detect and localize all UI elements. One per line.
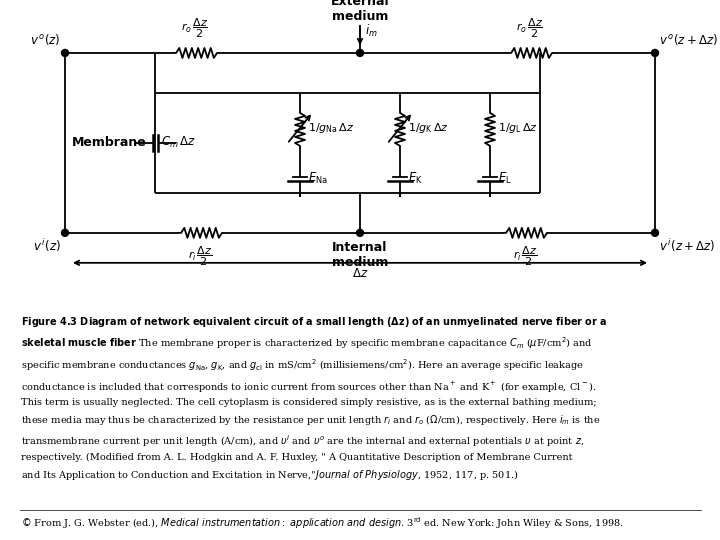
Text: $1/g_{\rm K}\,\Delta z$: $1/g_{\rm K}\,\Delta z$: [408, 121, 449, 135]
Circle shape: [356, 230, 364, 237]
Text: $i_m$: $i_m$: [365, 23, 378, 39]
Text: $v^{\,o}(z + \Delta z)$: $v^{\,o}(z + \Delta z)$: [659, 32, 719, 47]
Text: External
medium: External medium: [330, 0, 390, 23]
Text: Internal
medium: Internal medium: [332, 241, 388, 269]
Circle shape: [356, 50, 364, 57]
Text: $C_m\,\Delta z$: $C_m\,\Delta z$: [161, 136, 196, 151]
Text: $1/g_{\rm L}\,\Delta z$: $1/g_{\rm L}\,\Delta z$: [498, 121, 538, 135]
Text: $E_{\rm Na}$: $E_{\rm Na}$: [308, 171, 328, 186]
Text: $E_{\rm L}$: $E_{\rm L}$: [498, 171, 512, 186]
Circle shape: [61, 50, 68, 57]
Text: Membrane: Membrane: [72, 137, 147, 150]
Text: $\Delta z$: $\Delta z$: [352, 267, 368, 280]
Text: $v^{\,i}(z + \Delta z)$: $v^{\,i}(z + \Delta z)$: [659, 237, 716, 254]
Text: $v^{\,o}(z)$: $v^{\,o}(z)$: [30, 32, 61, 47]
Text: $\copyright$ From J. G. Webster (ed.), $\it{Medical\ instrumentation:\ applicati: $\copyright$ From J. G. Webster (ed.), $…: [22, 515, 624, 531]
Text: $r_o\,\dfrac{\Delta z}{2}$: $r_o\,\dfrac{\Delta z}{2}$: [516, 17, 544, 40]
Circle shape: [61, 230, 68, 237]
Text: $1/g_{\rm Na}\,\Delta z$: $1/g_{\rm Na}\,\Delta z$: [308, 121, 354, 135]
Circle shape: [652, 230, 659, 237]
Text: $\bf{Figure\ 4.3\ Diagram\ of\ network\ equivalent\ circuit\ of\ a\ small\ lengt: $\bf{Figure\ 4.3\ Diagram\ of\ network\ …: [22, 315, 608, 482]
Text: $r_i\,\dfrac{\Delta z}{2}$: $r_i\,\dfrac{\Delta z}{2}$: [513, 245, 537, 268]
Circle shape: [652, 50, 659, 57]
Text: $r_o\,\dfrac{\Delta z}{2}$: $r_o\,\dfrac{\Delta z}{2}$: [181, 17, 209, 40]
Text: $v^{\,i}(z)$: $v^{\,i}(z)$: [33, 237, 61, 254]
Text: $r_i\,\dfrac{\Delta z}{2}$: $r_i\,\dfrac{\Delta z}{2}$: [188, 245, 212, 268]
Text: $E_{\rm K}$: $E_{\rm K}$: [408, 171, 423, 186]
